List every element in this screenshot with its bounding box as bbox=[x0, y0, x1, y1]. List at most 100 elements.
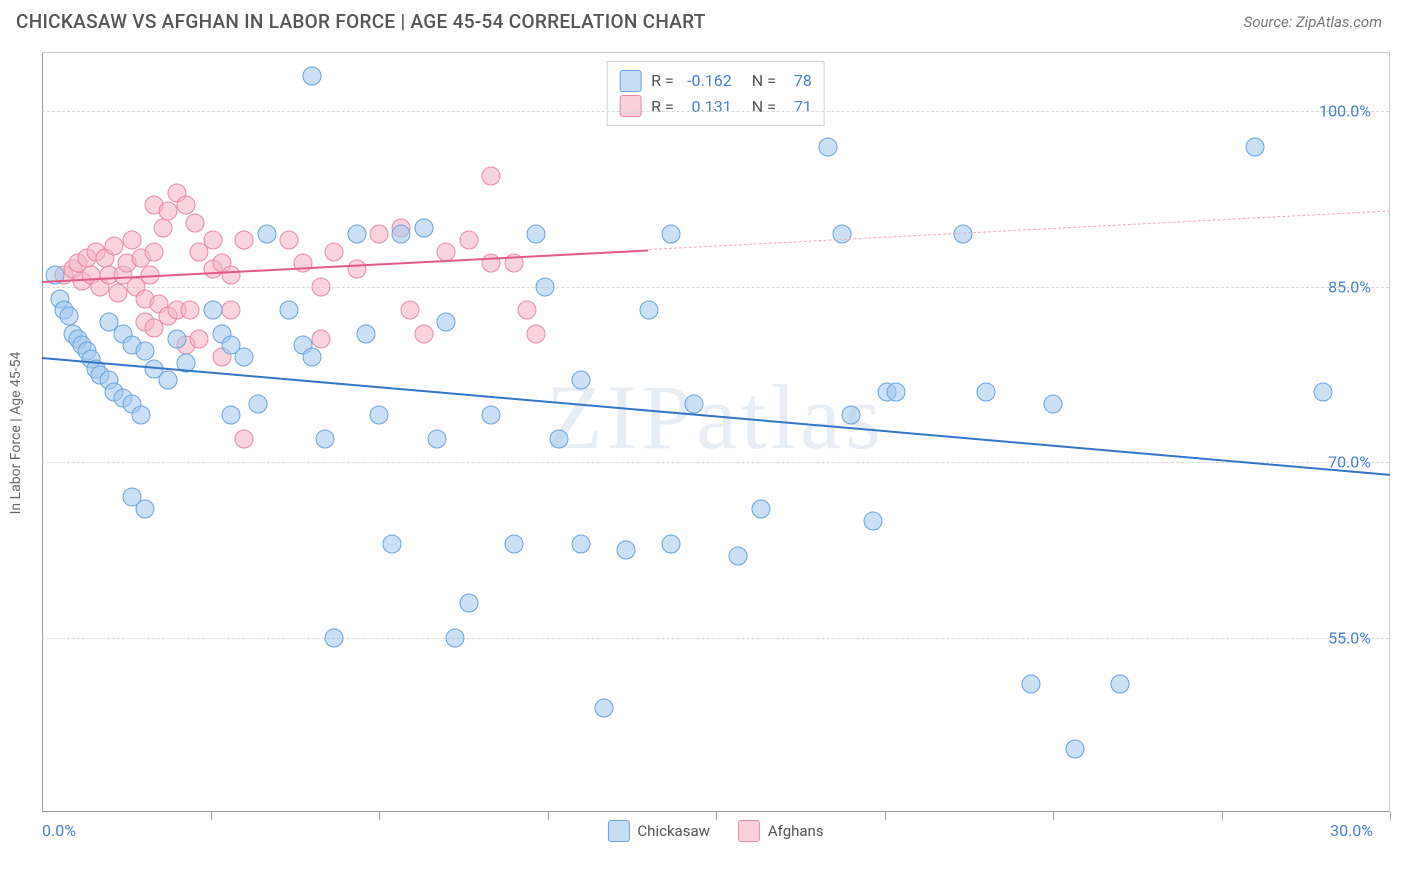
scatter-point-chickasaw bbox=[1246, 137, 1265, 156]
scatter-point-afghans bbox=[145, 242, 164, 261]
legend-r-value: -0.162 bbox=[684, 68, 732, 94]
trend-line-chickasaw bbox=[42, 357, 1390, 476]
scatter-point-chickasaw bbox=[392, 225, 411, 244]
scatter-point-afghans bbox=[235, 429, 254, 448]
scatter-point-afghans bbox=[203, 231, 222, 250]
y-tick-label: 55.0% bbox=[1328, 628, 1371, 647]
scatter-point-chickasaw bbox=[316, 429, 335, 448]
legend-row: R = -0.162 N = 78 bbox=[619, 68, 812, 94]
y-tick-label: 85.0% bbox=[1328, 277, 1371, 296]
legend-item: Chickasaw bbox=[607, 820, 709, 842]
legend-n-value: 78 bbox=[786, 68, 812, 94]
x-tick bbox=[885, 812, 886, 820]
scatter-point-chickasaw bbox=[1044, 394, 1063, 413]
scatter-point-afghans bbox=[154, 219, 173, 238]
scatter-point-chickasaw bbox=[751, 500, 770, 519]
x-tick bbox=[211, 812, 212, 820]
x-tick bbox=[1222, 812, 1223, 820]
scatter-point-chickasaw bbox=[662, 535, 681, 554]
scatter-point-chickasaw bbox=[1111, 675, 1130, 694]
scatter-point-chickasaw bbox=[504, 535, 523, 554]
x-axis-min-label: 0.0% bbox=[42, 821, 76, 840]
scatter-point-chickasaw bbox=[383, 535, 402, 554]
legend-series-label: Afghans bbox=[768, 822, 824, 840]
scatter-point-afghans bbox=[280, 231, 299, 250]
scatter-point-afghans bbox=[190, 330, 209, 349]
gridline bbox=[42, 462, 1389, 463]
scatter-point-chickasaw bbox=[662, 225, 681, 244]
y-axis bbox=[42, 53, 43, 812]
scatter-point-afghans bbox=[414, 324, 433, 343]
scatter-point-chickasaw bbox=[572, 535, 591, 554]
scatter-point-chickasaw bbox=[572, 371, 591, 390]
legend-swatch-pink bbox=[619, 95, 641, 117]
scatter-point-afghans bbox=[518, 301, 537, 320]
scatter-point-chickasaw bbox=[248, 394, 267, 413]
scatter-point-chickasaw bbox=[158, 371, 177, 390]
legend-row: R = 0.131 N = 71 bbox=[619, 94, 812, 120]
scatter-point-afghans bbox=[104, 236, 123, 255]
scatter-point-chickasaw bbox=[356, 324, 375, 343]
scatter-point-chickasaw bbox=[459, 593, 478, 612]
scatter-point-chickasaw bbox=[617, 540, 636, 559]
scatter-point-afghans bbox=[311, 330, 330, 349]
scatter-point-chickasaw bbox=[203, 301, 222, 320]
source-attribution: Source: ZipAtlas.com bbox=[1244, 13, 1382, 31]
legend-swatch-blue bbox=[607, 820, 629, 842]
scatter-point-chickasaw bbox=[886, 383, 905, 402]
scatter-point-afghans bbox=[221, 266, 240, 285]
scatter-point-chickasaw bbox=[280, 301, 299, 320]
scatter-point-chickasaw bbox=[428, 429, 447, 448]
legend-r-label: R = bbox=[651, 68, 674, 94]
scatter-point-afghans bbox=[122, 231, 141, 250]
scatter-point-chickasaw bbox=[482, 406, 501, 425]
chart-container: In Labor Force | Age 45-54 ZIPatlas R = … bbox=[42, 52, 1390, 812]
scatter-point-chickasaw bbox=[131, 406, 150, 425]
scatter-point-chickasaw bbox=[1066, 739, 1085, 758]
scatter-point-chickasaw bbox=[819, 137, 838, 156]
legend-series-label: Chickasaw bbox=[637, 822, 709, 840]
gridline bbox=[42, 287, 1389, 288]
scatter-point-chickasaw bbox=[832, 225, 851, 244]
x-tick bbox=[379, 812, 380, 820]
scatter-point-afghans bbox=[401, 301, 420, 320]
scatter-point-afghans bbox=[347, 260, 366, 279]
chart-title: CHICKASAW VS AFGHAN IN LABOR FORCE | AGE… bbox=[16, 10, 706, 33]
scatter-point-chickasaw bbox=[302, 348, 321, 367]
x-tick bbox=[716, 812, 717, 820]
scatter-point-afghans bbox=[158, 201, 177, 220]
x-tick bbox=[1390, 812, 1391, 820]
scatter-point-chickasaw bbox=[976, 383, 995, 402]
plot-area: In Labor Force | Age 45-54 ZIPatlas R = … bbox=[42, 53, 1389, 812]
gridline bbox=[42, 111, 1389, 112]
scatter-point-afghans bbox=[221, 301, 240, 320]
scatter-point-chickasaw bbox=[1313, 383, 1332, 402]
scatter-point-chickasaw bbox=[684, 394, 703, 413]
y-axis-label: In Labor Force | Age 45-54 bbox=[8, 351, 24, 514]
scatter-point-chickasaw bbox=[1021, 675, 1040, 694]
scatter-point-chickasaw bbox=[347, 225, 366, 244]
scatter-point-chickasaw bbox=[325, 628, 344, 647]
scatter-point-afghans bbox=[109, 283, 128, 302]
scatter-point-chickasaw bbox=[536, 277, 555, 296]
scatter-point-afghans bbox=[311, 277, 330, 296]
scatter-point-afghans bbox=[459, 231, 478, 250]
x-tick bbox=[548, 812, 549, 820]
scatter-point-afghans bbox=[325, 242, 344, 261]
scatter-point-chickasaw bbox=[527, 225, 546, 244]
scatter-point-chickasaw bbox=[954, 225, 973, 244]
legend-item: Afghans bbox=[738, 820, 824, 842]
legend-r-label: R = bbox=[651, 94, 674, 120]
series-legend: Chickasaw Afghans bbox=[607, 820, 823, 842]
scatter-point-chickasaw bbox=[639, 301, 658, 320]
scatter-point-chickasaw bbox=[864, 511, 883, 530]
legend-n-value: 71 bbox=[786, 94, 812, 120]
scatter-point-chickasaw bbox=[302, 67, 321, 86]
scatter-point-afghans bbox=[437, 242, 456, 261]
legend-r-value: 0.131 bbox=[684, 94, 732, 120]
x-axis-max-label: 30.0% bbox=[1330, 821, 1373, 840]
scatter-point-chickasaw bbox=[729, 546, 748, 565]
scatter-point-chickasaw bbox=[414, 219, 433, 238]
scatter-point-afghans bbox=[370, 225, 389, 244]
scatter-point-chickasaw bbox=[446, 628, 465, 647]
